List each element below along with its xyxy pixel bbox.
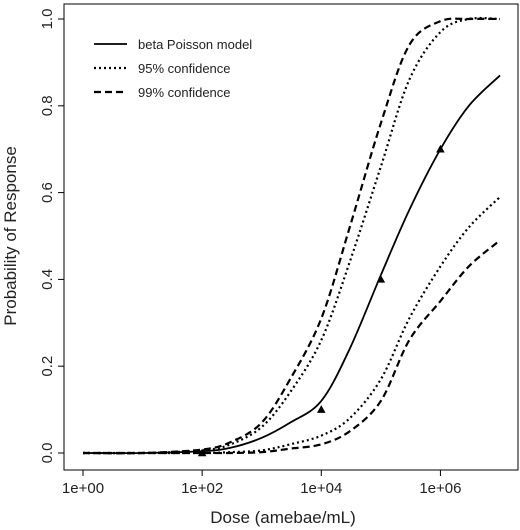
- y-tick-label: 0.6: [39, 182, 56, 203]
- y-tick-label: 0.2: [39, 356, 56, 377]
- y-tick-label: 0.0: [39, 443, 56, 464]
- legend-label-95-confidence: 95% confidence: [138, 61, 231, 76]
- series-line-99-confidence-3: [82, 17, 501, 455]
- y-tick-label: 0.4: [39, 269, 56, 290]
- observed-point: [197, 448, 207, 457]
- x-tick-label: 1e+02: [181, 480, 223, 497]
- observed-point: [376, 274, 386, 283]
- x-tick-label: 1e+06: [419, 480, 461, 497]
- x-tick-label: 1e+00: [62, 480, 104, 497]
- series-line-95-confidence-2: [83, 196, 501, 455]
- series-line-99-confidence-4: [83, 239, 501, 455]
- y-tick-label: 1.0: [39, 9, 56, 30]
- observed-point: [436, 144, 445, 153]
- legend-label-99-confidence: 99% confidence: [138, 85, 231, 100]
- x-tick-label: 1e+04: [300, 480, 342, 497]
- x-axis-title: Dose (amebae/mL): [210, 508, 356, 527]
- legend-label-beta-poisson-model: beta Poisson model: [138, 37, 252, 52]
- observed-points: [197, 144, 445, 457]
- y-axis-title: Probability of Response: [1, 146, 20, 326]
- legend: beta Poisson model 95% confidence 99% conf…: [94, 37, 252, 100]
- plot-frame: [63, 3, 519, 471]
- y-tick-label: 0.8: [39, 95, 56, 116]
- plot-frame-layer: [63, 3, 519, 471]
- observed-point: [317, 405, 326, 413]
- axis-ticks: 1e+00 1e+02 1e+04 1e+06 0.0 0.2 0.4 0.6 0.8 1.0: [39, 9, 461, 497]
